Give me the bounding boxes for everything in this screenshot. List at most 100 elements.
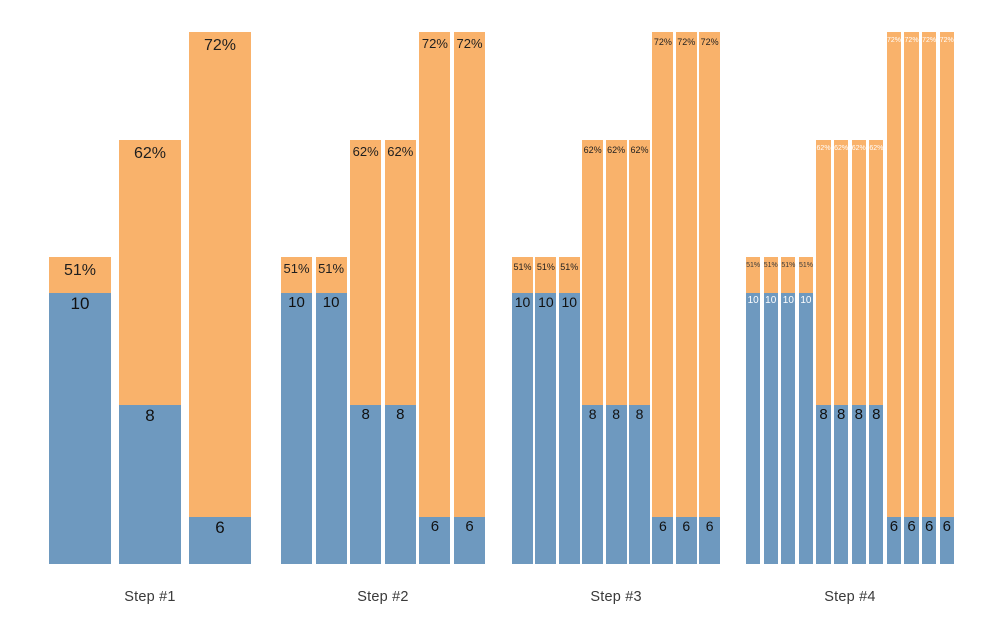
bar-value-segment	[315, 293, 347, 564]
value-label: 10	[800, 295, 812, 306]
value-label: 10	[561, 294, 578, 310]
percent-label: 62%	[133, 145, 167, 162]
stacked-bar: 51% 10	[49, 257, 111, 564]
percent-label: 72%	[456, 36, 483, 51]
percent-label: 62%	[630, 145, 649, 155]
bar-value-segment	[384, 405, 416, 564]
percent-label: 51%	[781, 262, 796, 269]
stacked-bar: 62% 8	[605, 140, 627, 564]
bar-value-segment	[886, 517, 902, 564]
stacked-bar: 72% 6	[675, 32, 697, 564]
bar-value-segment	[851, 405, 866, 564]
x-axis-label: Step #2	[357, 589, 409, 605]
bar-value-segment	[350, 405, 382, 564]
bar-value-segment	[652, 517, 674, 564]
value-label: 6	[465, 518, 474, 535]
stacked-bar: 62% 8	[629, 140, 650, 564]
percent-label: 51%	[536, 262, 555, 272]
value-label: 6	[889, 518, 899, 535]
bar-value-segment	[763, 293, 778, 564]
stacked-bar: 72% 6	[454, 32, 485, 564]
percent-label: 72%	[653, 37, 672, 47]
bar-value-segment	[119, 405, 181, 564]
percent-label: 51%	[513, 262, 532, 272]
percent-label: 62%	[851, 145, 866, 152]
percent-label: 72%	[203, 37, 237, 54]
percent-label: 72%	[677, 37, 696, 47]
bar-value-segment	[781, 293, 796, 564]
value-label: 8	[819, 406, 828, 423]
value-label: 8	[635, 406, 644, 422]
percent-label: 62%	[834, 145, 849, 152]
value-label: 10	[322, 294, 340, 311]
value-label: 6	[907, 518, 916, 535]
value-label: 10	[70, 294, 90, 313]
stacked-bar: 72% 6	[922, 32, 937, 564]
bar-value-segment	[629, 405, 650, 564]
percent-label: 51%	[746, 262, 761, 269]
stacked-bar: 62% 8	[119, 140, 181, 564]
value-label: 10	[782, 295, 794, 306]
stacked-bar: 51% 10	[558, 257, 580, 564]
percent-label: 72%	[922, 37, 937, 44]
bar-value-segment	[675, 517, 697, 564]
bar-value-segment	[281, 293, 312, 564]
bar-value-segment	[834, 405, 849, 564]
stacked-bar: 62% 8	[834, 140, 849, 564]
percent-label: 62%	[352, 144, 379, 159]
value-label: 6	[942, 518, 951, 535]
x-axis-label: Step #1	[124, 589, 176, 605]
stacked-bar: 51% 10	[535, 257, 557, 564]
percent-label: 51%	[560, 262, 579, 272]
value-label: 6	[705, 518, 714, 534]
stacked-bar: 62% 8	[582, 140, 604, 564]
stacked-bar: 51% 10	[281, 257, 312, 564]
value-label: 8	[145, 406, 155, 425]
value-label: 6	[215, 518, 225, 537]
percent-label: 62%	[387, 144, 414, 159]
value-label: 6	[430, 518, 440, 535]
value-label: 8	[854, 406, 863, 423]
percent-label: 51%	[283, 261, 310, 276]
bar-value-segment	[558, 293, 580, 564]
stacked-bar: 51% 10	[763, 257, 778, 564]
stacked-bar: 51% 10	[315, 257, 347, 564]
bar-value-segment	[49, 293, 111, 564]
bar-value-segment	[605, 405, 627, 564]
stacked-bar: 51% 10	[798, 257, 814, 564]
stacked-bar: 51% 10	[746, 257, 761, 564]
bar-value-segment	[535, 293, 557, 564]
percent-label: 72%	[421, 36, 448, 51]
stacked-bar: 51% 10	[781, 257, 796, 564]
stacked-bar: 72% 6	[699, 32, 721, 564]
percent-label: 51%	[763, 262, 778, 269]
percent-label: 72%	[904, 37, 919, 44]
percent-label: 62%	[869, 145, 884, 152]
value-label: 8	[612, 406, 620, 422]
bar-value-segment	[939, 517, 954, 564]
value-label: 8	[872, 406, 881, 423]
bar-value-segment	[798, 293, 814, 564]
stacked-bar: 72% 6	[886, 32, 902, 564]
stacked-bar: 51% 10	[512, 257, 533, 564]
bar-value-segment	[699, 517, 721, 564]
stacked-bar: 72% 6	[904, 32, 919, 564]
percent-label: 62%	[583, 145, 602, 155]
value-label: 10	[514, 294, 531, 310]
bar-value-segment	[922, 517, 937, 564]
percent-label: 51%	[63, 262, 97, 279]
value-label: 10	[765, 295, 777, 306]
value-label: 8	[836, 406, 846, 423]
value-label: 10	[747, 295, 759, 306]
bar-value-segment	[746, 293, 761, 564]
percent-label: 62%	[816, 145, 831, 152]
bar-value-segment	[512, 293, 533, 564]
stacked-bar: 62% 8	[869, 140, 884, 564]
value-label: 6	[682, 518, 691, 534]
stacked-bar: 72% 6	[419, 32, 451, 564]
value-label: 10	[538, 294, 554, 310]
value-label: 6	[658, 518, 667, 534]
value-label: 10	[288, 294, 305, 311]
bar-value-segment	[904, 517, 919, 564]
bar-value-segment	[189, 517, 251, 564]
